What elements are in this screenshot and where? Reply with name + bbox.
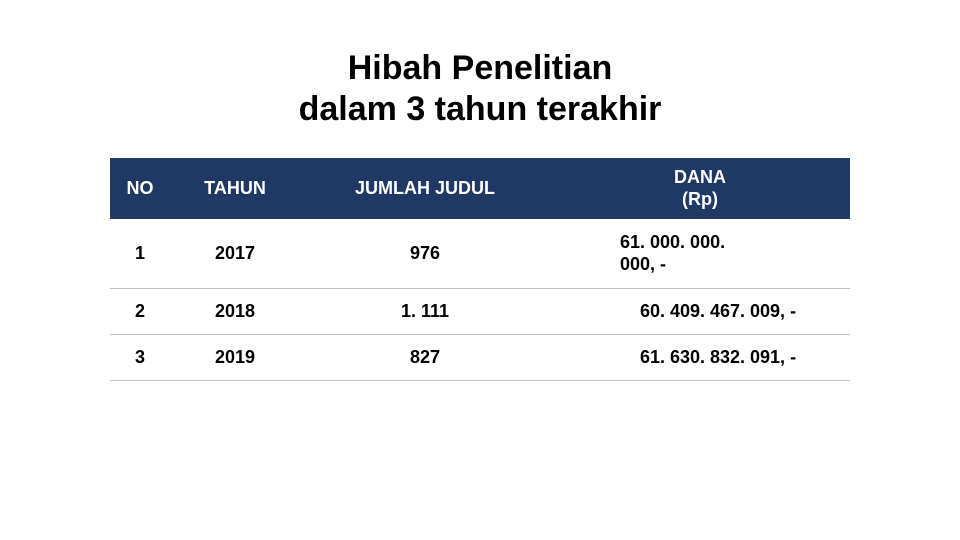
table-row: 3 2019 827 61. 630. 832. 091, - [110, 334, 850, 380]
cell-dana: 60. 409. 467. 009, - [550, 288, 850, 334]
cell-tahun: 2017 [170, 219, 300, 289]
table-container: NO TAHUN JUMLAH JUDUL DANA (Rp) 1 2017 9… [110, 158, 850, 381]
table-header-row: NO TAHUN JUMLAH JUDUL DANA (Rp) [110, 158, 850, 219]
title-line-2: dalam 3 tahun terakhir [299, 89, 662, 130]
cell-tahun: 2018 [170, 288, 300, 334]
col-header-no: NO [110, 158, 170, 219]
col-header-dana: DANA (Rp) [550, 158, 850, 219]
cell-dana: 61. 630. 832. 091, - [550, 334, 850, 380]
cell-tahun: 2019 [170, 334, 300, 380]
cell-no: 2 [110, 288, 170, 334]
page-title: Hibah Penelitian dalam 3 tahun terakhir [299, 48, 662, 130]
research-grant-table: NO TAHUN JUMLAH JUDUL DANA (Rp) 1 2017 9… [110, 158, 850, 381]
cell-jumlah: 976 [300, 219, 550, 289]
cell-no: 3 [110, 334, 170, 380]
col-header-tahun: TAHUN [170, 158, 300, 219]
cell-jumlah: 827 [300, 334, 550, 380]
cell-jumlah: 1. 111 [300, 288, 550, 334]
title-line-1: Hibah Penelitian [299, 48, 662, 89]
cell-dana: 61. 000. 000. 000, - [550, 219, 850, 289]
cell-no: 1 [110, 219, 170, 289]
col-header-jumlah: JUMLAH JUDUL [300, 158, 550, 219]
table-row: 2 2018 1. 111 60. 409. 467. 009, - [110, 288, 850, 334]
table-row: 1 2017 976 61. 000. 000. 000, - [110, 219, 850, 289]
